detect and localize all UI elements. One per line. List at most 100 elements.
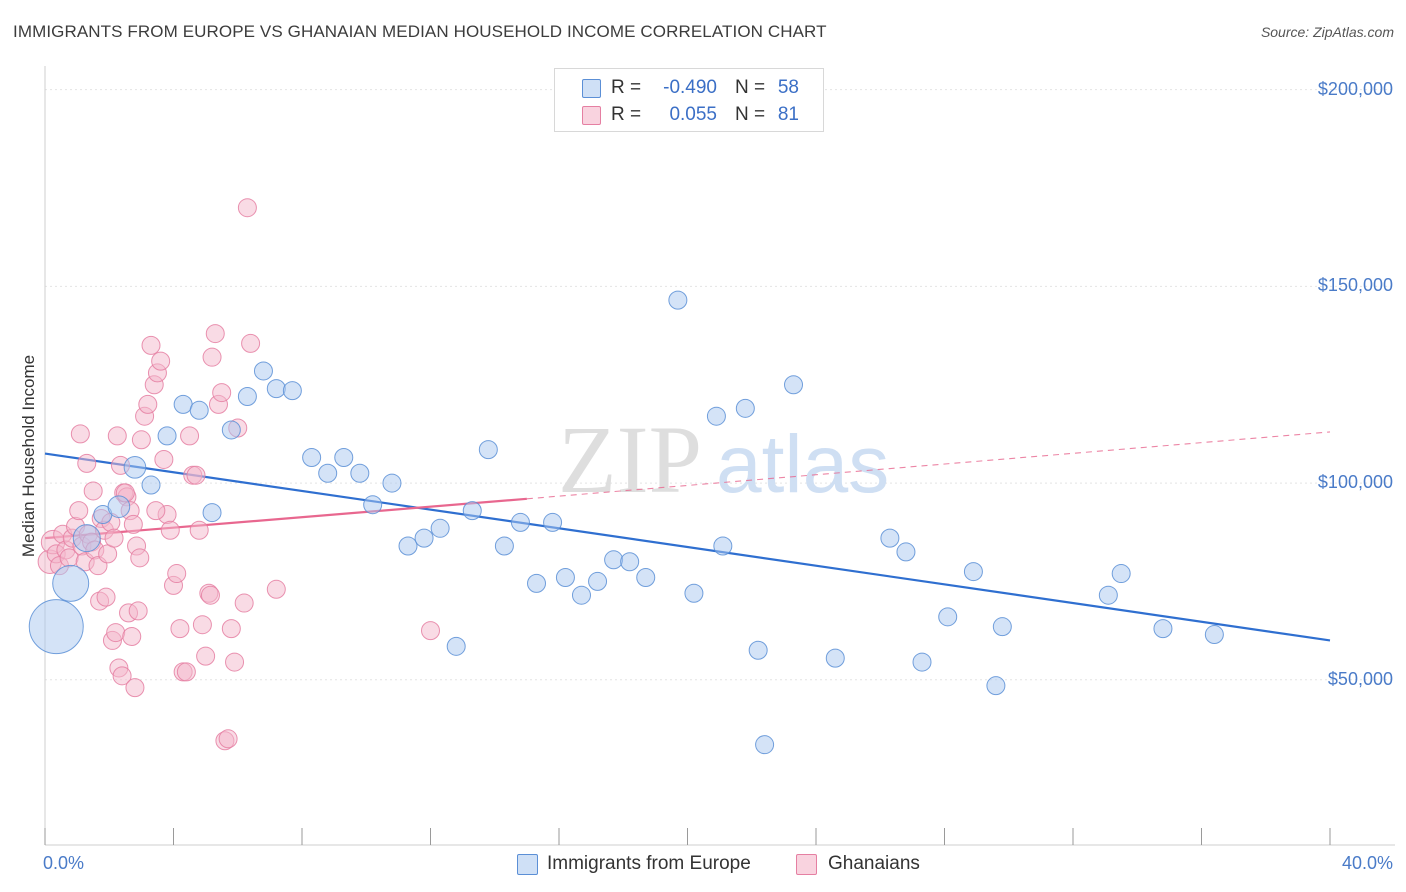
grid-lines (45, 89, 1395, 681)
data-point-immigrants (282, 381, 302, 401)
data-point-immigrants (202, 503, 222, 523)
legend-swatch-pink (796, 854, 817, 875)
data-point-immigrants (398, 536, 418, 556)
data-point-immigrants (237, 387, 257, 407)
data-point-ghanaians (189, 520, 209, 540)
data-point-immigrants (363, 495, 383, 515)
r-value: -0.490 (663, 77, 717, 98)
data-point-ghanaians (96, 587, 116, 607)
watermark: ZIP atlas (558, 406, 889, 513)
legend-swatch-blue (582, 79, 601, 98)
legend-swatch-pink (582, 106, 601, 125)
data-point-ghanaians (123, 514, 143, 534)
data-point-ghanaians (138, 394, 158, 414)
legend-label: Ghanaians (828, 853, 920, 874)
y-tick-label: $200,000 (1317, 78, 1393, 99)
data-point-ghanaians (221, 619, 241, 639)
data-point-ghanaians (170, 619, 190, 639)
r-label: R = (611, 77, 642, 98)
n-value: 81 (777, 104, 799, 125)
data-point-immigrants (266, 379, 286, 399)
data-point-immigrants (755, 735, 775, 755)
data-point-ghanaians (176, 662, 196, 682)
data-point-immigrants (784, 375, 804, 395)
data-point-ghanaians (77, 453, 97, 473)
data-point-ghanaians (192, 615, 212, 635)
data-point-immigrants (963, 562, 983, 582)
data-point-immigrants (157, 426, 177, 446)
data-point-immigrants (543, 512, 563, 532)
data-point-ghanaians (186, 465, 206, 485)
legend-swatch-blue (517, 854, 538, 875)
data-point-ghanaians (200, 585, 220, 605)
watermark-atlas: atlas (716, 419, 889, 510)
data-point-immigrants (735, 398, 755, 418)
data-point-immigrants (1111, 564, 1131, 584)
data-point-ghanaians (218, 729, 238, 749)
source-label: Source: ZipAtlas.com (1260, 24, 1394, 40)
stats-legend: R = -0.490 N = 58 R = 0.055 N = 81 (554, 68, 824, 132)
data-point-ghanaians (112, 666, 132, 686)
data-point-immigrants (414, 528, 434, 548)
data-point-immigrants (123, 456, 147, 479)
data-point-immigrants (510, 512, 530, 532)
data-point-immigrants (107, 495, 131, 518)
data-point-ghanaians (154, 449, 174, 469)
data-point-ghanaians (141, 335, 161, 355)
r-label: R = (611, 104, 642, 125)
data-point-ghanaians (205, 324, 225, 344)
axes (44, 66, 1395, 846)
data-point-immigrants (684, 583, 704, 603)
data-point-immigrants (52, 564, 90, 602)
legend-label: Immigrants from Europe (547, 853, 751, 874)
data-point-immigrants (748, 640, 768, 660)
n-label: N = (735, 104, 766, 125)
data-point-immigrants (430, 518, 450, 538)
data-point-immigrants (604, 550, 624, 570)
data-point-immigrants (494, 536, 514, 556)
data-point-ghanaians (241, 333, 261, 353)
watermark-zip: ZIP (558, 406, 702, 513)
data-point-immigrants (825, 648, 845, 668)
data-point-immigrants (334, 448, 354, 467)
x-tick-label-min: 0.0% (43, 853, 85, 873)
data-point-immigrants (1098, 585, 1118, 605)
series-ghanaians (37, 198, 440, 751)
data-point-ghanaians (104, 528, 124, 548)
data-point-ghanaians (128, 601, 148, 621)
data-point-ghanaians (83, 481, 103, 501)
data-point-immigrants (1153, 619, 1173, 639)
stats-legend-row-pink: R = 0.055 N = 81 (555, 101, 823, 129)
data-point-ghanaians (180, 426, 200, 446)
data-point-immigrants (72, 524, 101, 553)
data-point-immigrants (588, 571, 608, 591)
data-point-ghanaians (107, 426, 127, 446)
data-point-immigrants (446, 636, 466, 656)
data-point-ghanaians (106, 623, 126, 643)
data-point-immigrants (938, 607, 958, 627)
data-point-ghanaians (131, 430, 151, 450)
y-tick-label: $100,000 (1317, 472, 1393, 493)
trend-line-immigrants (44, 452, 1331, 642)
data-point-immigrants (302, 448, 322, 467)
data-point-ghanaians (196, 646, 216, 666)
data-point-immigrants (382, 473, 402, 493)
data-point-ghanaians (202, 347, 222, 367)
data-point-immigrants (141, 475, 161, 495)
y-tick-label: $150,000 (1317, 275, 1393, 296)
data-point-ghanaians (234, 593, 254, 613)
data-point-ghanaians (266, 579, 286, 599)
data-point-ghanaians (125, 678, 145, 698)
y-axis-label: Median Household Income (19, 354, 38, 558)
data-point-immigrants (992, 617, 1012, 637)
r-value: 0.055 (669, 104, 717, 125)
data-point-immigrants (668, 290, 688, 310)
data-point-ghanaians (69, 501, 89, 521)
data-point-immigrants (527, 573, 547, 593)
data-point-immigrants (221, 420, 241, 440)
data-point-ghanaians (212, 383, 232, 403)
data-point-immigrants (350, 463, 370, 483)
data-point-ghanaians (160, 520, 180, 540)
data-point-immigrants (636, 567, 656, 587)
